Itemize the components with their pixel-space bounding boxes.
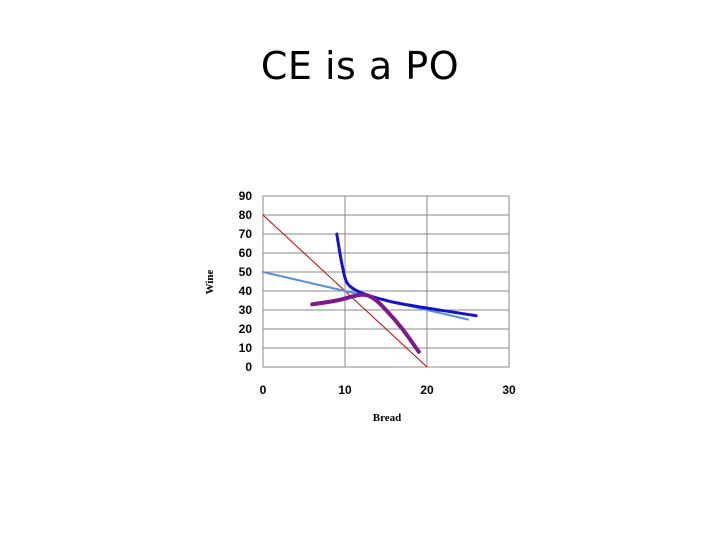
slide-title: CE is a PO — [260, 44, 460, 88]
y-tick-label: 10 — [239, 341, 253, 355]
y-tick-label: 50 — [239, 265, 253, 279]
x-tick-label: 30 — [502, 383, 516, 397]
y-tick-label: 90 — [239, 189, 253, 203]
y-tick-label: 30 — [239, 303, 253, 317]
y-tick-label: 70 — [239, 227, 253, 241]
x-tick-label: 0 — [260, 383, 267, 397]
x-tick-labels: 0 10 20 30 — [260, 383, 516, 397]
x-axis-label: Bread — [373, 412, 402, 424]
y-axis-label: Wine — [204, 269, 216, 294]
series-line-4 — [310, 292, 421, 354]
y-tick-label: 20 — [239, 322, 253, 336]
y-tick-label: 0 — [245, 360, 252, 374]
y-tick-label: 80 — [239, 208, 253, 222]
x-tick-label: 20 — [420, 383, 434, 397]
y-tick-labels: 0 10 20 30 40 50 60 70 80 90 — [239, 189, 253, 374]
y-tick-label: 60 — [239, 246, 253, 260]
y-tick-label: 40 — [239, 284, 253, 298]
series-lines — [262, 214, 478, 368]
x-tick-label: 10 — [338, 383, 352, 397]
